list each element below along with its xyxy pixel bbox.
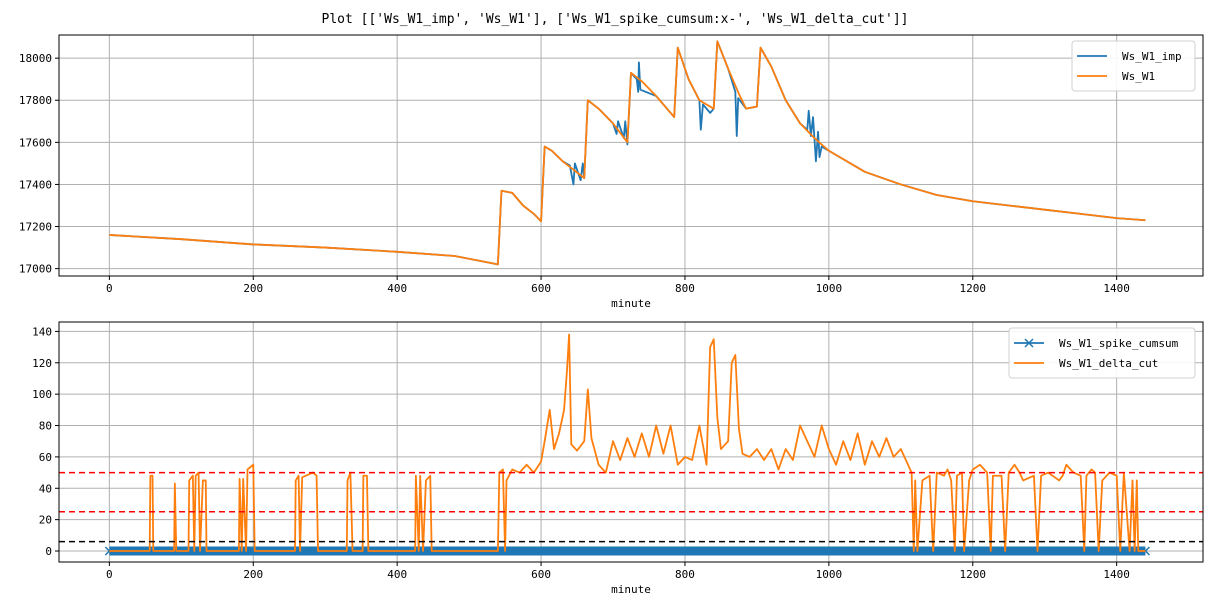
plot-area bbox=[59, 333, 1203, 556]
y-tick-label: 20 bbox=[39, 514, 52, 527]
series-line-Ws_W1 bbox=[109, 40, 1146, 266]
y-tick-label: 120 bbox=[32, 357, 52, 370]
top-plot: 0 200 400 600 800 1000 1200 1400 17000 17200 17400… bbox=[19, 34, 1204, 310]
x-tick-label: 400 bbox=[387, 568, 407, 581]
y-tick-label: 0 bbox=[45, 545, 52, 558]
y-tick-label: 18000 bbox=[19, 52, 52, 65]
x-tick-label: 1000 bbox=[816, 282, 843, 295]
x-tick-label: 0 bbox=[106, 568, 113, 581]
y-tick-label: 80 bbox=[39, 420, 52, 433]
x-tick-label: 600 bbox=[531, 282, 551, 295]
x-tick-label: 1400 bbox=[1103, 282, 1130, 295]
x-tick-label: 1200 bbox=[960, 282, 987, 295]
legend-box bbox=[1071, 40, 1196, 92]
plot-area bbox=[109, 40, 1146, 266]
y-tick-label: 140 bbox=[32, 325, 52, 338]
bottom-plot: 0 200 400 600 800 1000 1200 1400 0 20 40 60 80 100 120… bbox=[32, 321, 1204, 596]
legend: Ws_W1_imp Ws_W1 bbox=[1071, 40, 1196, 92]
x-tick-label: 0 bbox=[106, 282, 113, 295]
legend-label: Ws_W1_spike_cumsum bbox=[1059, 337, 1179, 350]
x-axis-label: minute bbox=[611, 583, 651, 596]
series-line-Ws_W1_delta_cut bbox=[109, 333, 1146, 552]
y-tick-label: 60 bbox=[39, 451, 52, 464]
x-tick-label: 800 bbox=[675, 282, 695, 295]
x-tick-label: 1000 bbox=[816, 568, 843, 581]
legend-label: Ws_W1 bbox=[1122, 70, 1155, 83]
x-tick-label: 800 bbox=[675, 568, 695, 581]
x-tick-label: 200 bbox=[243, 568, 263, 581]
y-tick-label: 17000 bbox=[19, 263, 52, 276]
y-tick-label: 17800 bbox=[19, 94, 52, 107]
y-tick-label: 17400 bbox=[19, 178, 52, 191]
series-line-Ws_W1_imp bbox=[109, 40, 1146, 266]
y-tick-label: 17600 bbox=[19, 136, 52, 149]
legend-box bbox=[1008, 327, 1196, 379]
axes-frame bbox=[58, 34, 1204, 277]
y-tick-label: 17200 bbox=[19, 221, 52, 234]
legend-x-marker bbox=[1024, 338, 1034, 348]
x-tick-label: 600 bbox=[531, 568, 551, 581]
legend-label: Ws_W1_delta_cut bbox=[1059, 357, 1158, 370]
legend-label: Ws_W1_imp bbox=[1122, 50, 1182, 63]
y-tick-label: 100 bbox=[32, 388, 52, 401]
axes-frame bbox=[58, 321, 1204, 563]
x-tick-label: 1200 bbox=[960, 568, 987, 581]
x-axis-label: minute bbox=[611, 297, 651, 310]
legend: Ws_W1_spike_cumsum Ws_W1_delta_cut bbox=[1008, 327, 1196, 379]
figure-title: Plot [['Ws_W1_imp', 'Ws_W1'], ['Ws_W1_sp… bbox=[322, 12, 909, 27]
x-tick-label: 200 bbox=[243, 282, 263, 295]
x-tick-label: 400 bbox=[387, 282, 407, 295]
y-tick-label: 40 bbox=[39, 482, 52, 495]
x-tick-label: 1400 bbox=[1103, 568, 1130, 581]
